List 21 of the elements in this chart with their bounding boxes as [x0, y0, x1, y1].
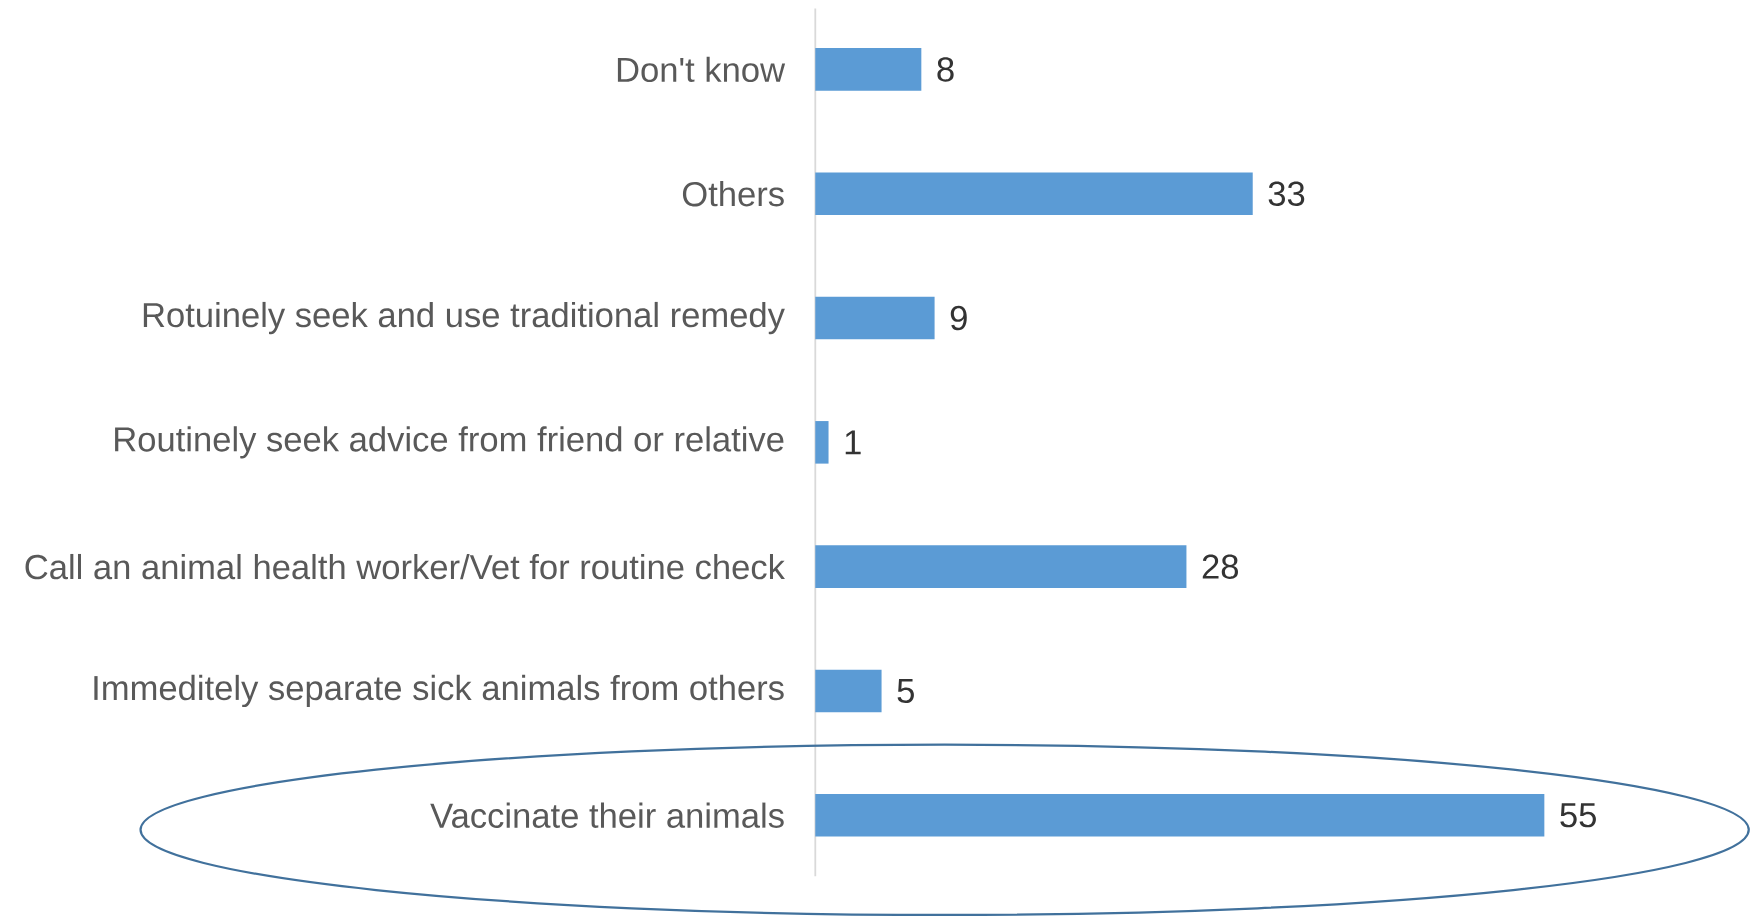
- data-label: 9: [950, 305, 967, 331]
- bar: [815, 47, 922, 91]
- y-tick-label: Rotuinely seek and use traditional remedy: [143, 301, 785, 334]
- bar: [815, 793, 1545, 837]
- bar: [815, 172, 1253, 215]
- y-tick-label: Immeditely separate sick animals from others: [94, 674, 784, 707]
- data-label: 5: [897, 678, 914, 703]
- bar: [815, 420, 829, 464]
- y-tick-label: Routinely seek advice from friend or relative: [115, 426, 784, 459]
- data-label: 1: [845, 430, 861, 455]
- y-tick-label: Don't know: [617, 56, 786, 82]
- data-label: 8: [937, 57, 954, 82]
- bar: [815, 296, 935, 340]
- data-label: 55: [1560, 803, 1596, 828]
- bar: [815, 545, 1187, 588]
- y-tick-label: Vaccinate their animals: [430, 802, 784, 828]
- data-label: 28: [1202, 554, 1238, 579]
- y-tick-label: Call an animal health worker/Vet for routine check: [25, 553, 785, 580]
- data-label: 33: [1268, 181, 1305, 206]
- bar: [815, 669, 882, 713]
- y-tick-label: Others: [682, 180, 784, 207]
